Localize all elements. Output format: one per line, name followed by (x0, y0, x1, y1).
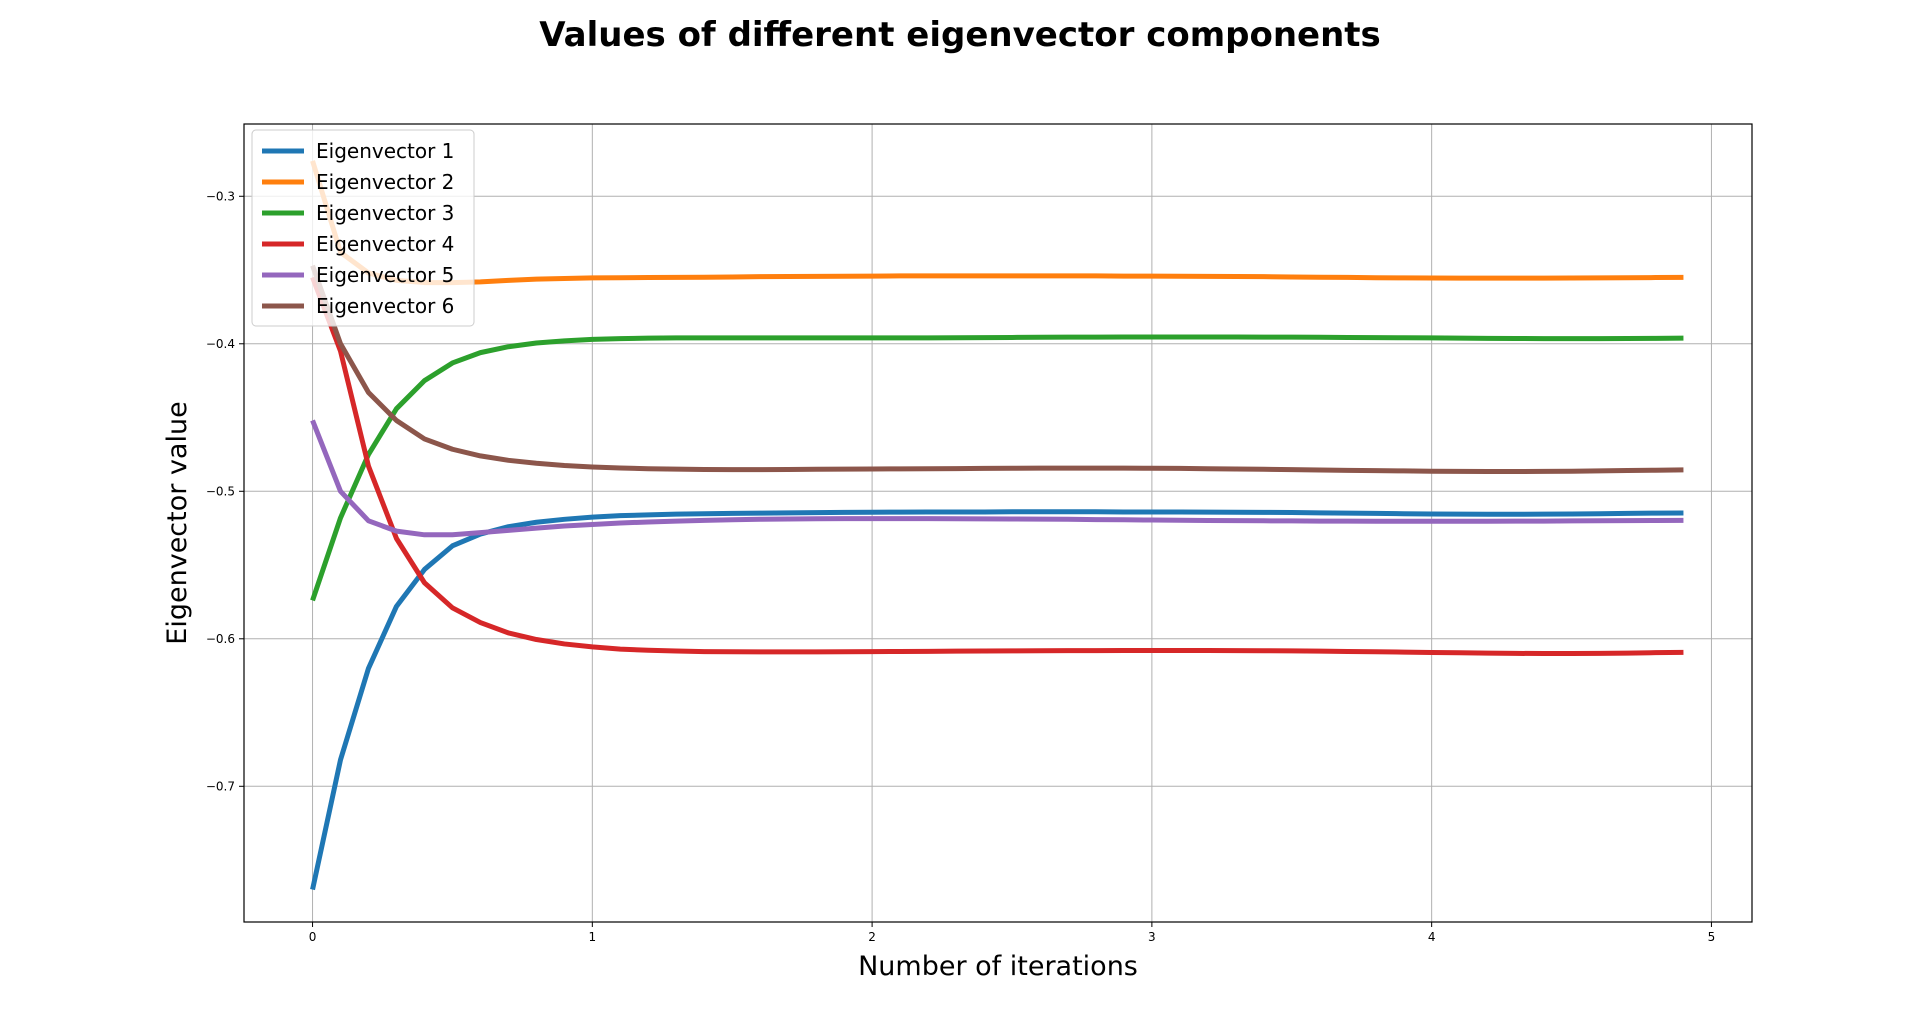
series-line-1 (310, 509, 1684, 891)
legend-label: Eigenvector 4 (316, 232, 454, 256)
y-axis-label: Eigenvector value (162, 401, 193, 644)
legend-label: Eigenvector 3 (316, 201, 454, 225)
series-line-3 (310, 334, 1684, 602)
legend-label: Eigenvector 1 (316, 139, 454, 163)
series-line-6 (310, 264, 1684, 475)
x-tick-label: 4 (1428, 930, 1436, 944)
y-tick-label: −0.4 (206, 337, 235, 351)
series-line-4 (310, 276, 1684, 657)
series-line-5 (310, 419, 1684, 538)
legend-label: Eigenvector 5 (316, 263, 454, 287)
y-tick-label: −0.5 (206, 484, 235, 498)
y-axis-ticks: −0.7 −0.6 −0.5 −0.4 −0.3 (206, 189, 244, 793)
x-tick-label: 0 (309, 930, 317, 944)
legend: Eigenvector 1 Eigenvector 2 Eigenvector 3 E… (251, 129, 475, 327)
legend-label: Eigenvector 2 (316, 170, 454, 194)
legend-label: Eigenvector 6 (316, 294, 454, 318)
y-tick-label: −0.7 (206, 779, 235, 793)
x-tick-label: 3 (1148, 930, 1156, 944)
x-tick-label: 2 (868, 930, 876, 944)
series-lines (310, 160, 1684, 891)
x-axis-label: Number of iterations (858, 951, 1138, 982)
series-line-2 (310, 160, 1684, 286)
chart-title: Values of different eigenvector componen… (539, 15, 1381, 55)
x-tick-label: 1 (589, 930, 597, 944)
x-axis-ticks: 0 1 2 3 4 5 (309, 922, 1716, 944)
plot-frame (243, 123, 1753, 923)
x-tick-label: 5 (1708, 930, 1716, 944)
y-tick-label: −0.3 (206, 189, 235, 203)
y-tick-label: −0.6 (206, 632, 235, 646)
legend-box (251, 129, 475, 327)
